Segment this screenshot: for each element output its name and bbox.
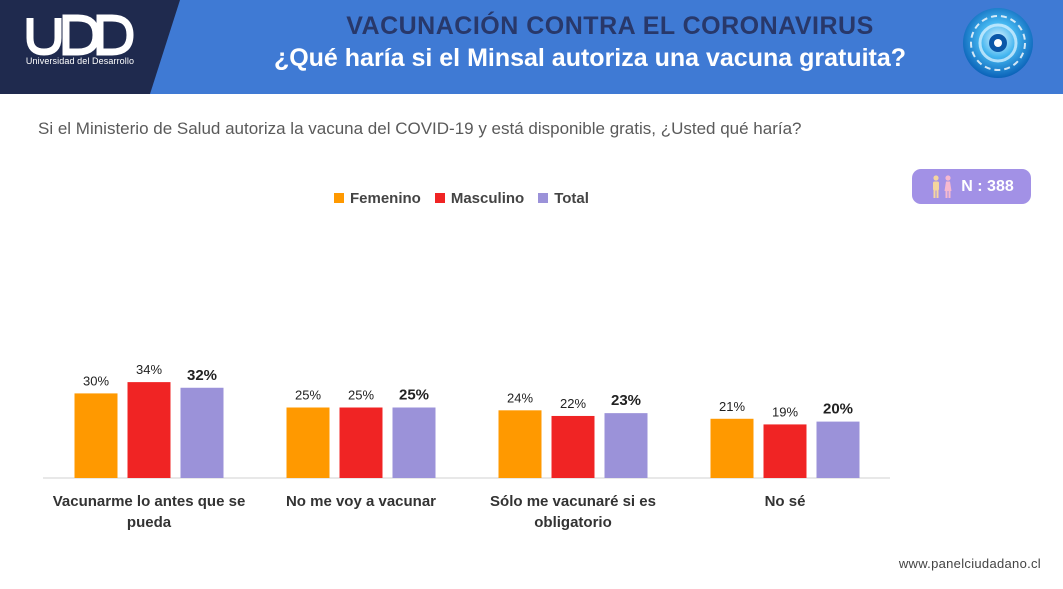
bar-masculino-0: [127, 382, 171, 478]
footer-url: www.panelciudadano.cl: [898, 556, 1041, 571]
people-icon: [933, 174, 952, 198]
data-label-femenino-1: 25%: [295, 388, 321, 403]
legend-item-total: Total: [538, 190, 589, 207]
data-label-masculino-0: 34%: [136, 362, 162, 377]
sample-size-badge: N : 388: [912, 169, 1031, 204]
bar-total-3: [816, 421, 860, 478]
category-label-1-line-0: No me voy a vacunar: [286, 493, 436, 510]
bar-femenino-3: [710, 418, 754, 478]
data-label-femenino-0: 30%: [83, 373, 109, 388]
chart-legend: Femenino Masculino Total: [334, 188, 589, 208]
legend-label-total: Total: [554, 189, 589, 207]
udd-logo-mark: [26, 14, 134, 56]
data-label-total-3: 20%: [823, 401, 853, 418]
bar-total-0: [180, 387, 224, 478]
legend-label-femenino: Femenino: [350, 189, 421, 207]
legend-swatch-masculino: [434, 193, 445, 203]
bar-total-1: [392, 407, 436, 478]
category-label-0-line-0: Vacunarme lo antes que se: [53, 493, 246, 510]
bar-femenino-0: [74, 393, 118, 478]
bar-masculino-1: [339, 407, 383, 478]
bar-chart: 30% 34% 32% Vacunarme lo antes que se pueda 2…: [43, 362, 890, 531]
legend-item-masculino: Masculino: [434, 189, 525, 207]
bar-femenino-1: [286, 407, 330, 478]
header-bar: Universidad del Desarrollo VACUNACIÓN CO…: [0, 0, 1063, 94]
legend-swatch-femenino: [334, 193, 344, 203]
data-label-femenino-3: 21%: [719, 399, 745, 414]
category-label-3-line-0: No sé: [765, 493, 806, 510]
university-logo: Universidad del Desarrollo: [0, 0, 180, 94]
bar-femenino-2: [498, 410, 542, 478]
data-label-femenino-2: 24%: [507, 390, 533, 405]
category-label-2-line-0: Sólo me vacunaré si es: [490, 493, 656, 510]
survey-question: Si el Ministerio de Salud autoriza la va…: [38, 119, 802, 138]
bar-masculino-2: [551, 415, 595, 478]
data-label-masculino-1: 25%: [348, 388, 374, 403]
logo-caption: Universidad del Desarrollo: [25, 56, 135, 66]
legend-swatch-total: [538, 193, 549, 203]
data-label-masculino-3: 19%: [772, 404, 798, 419]
data-label-total-2: 23%: [611, 392, 641, 409]
page-title: VACUNACIÓN CONTRA EL CORONAVIRUS: [346, 12, 874, 40]
sample-size-label: N : 388: [961, 177, 1014, 195]
globe-icon: [963, 8, 1033, 78]
category-label-2-line-1: obligatorio: [534, 514, 612, 531]
bar-total-2: [604, 413, 648, 478]
category-label-0-line-1: pueda: [127, 514, 172, 531]
legend-label-masculino: Masculino: [450, 189, 525, 207]
legend-item-femenino: Femenino: [334, 190, 421, 207]
data-label-total-0: 32%: [187, 367, 217, 384]
data-label-masculino-2: 22%: [560, 396, 586, 411]
bar-masculino-3: [763, 424, 807, 478]
data-label-total-1: 25%: [399, 387, 429, 404]
page-subtitle: ¿Qué haría si el Minsal autoriza una vac…: [273, 44, 907, 72]
